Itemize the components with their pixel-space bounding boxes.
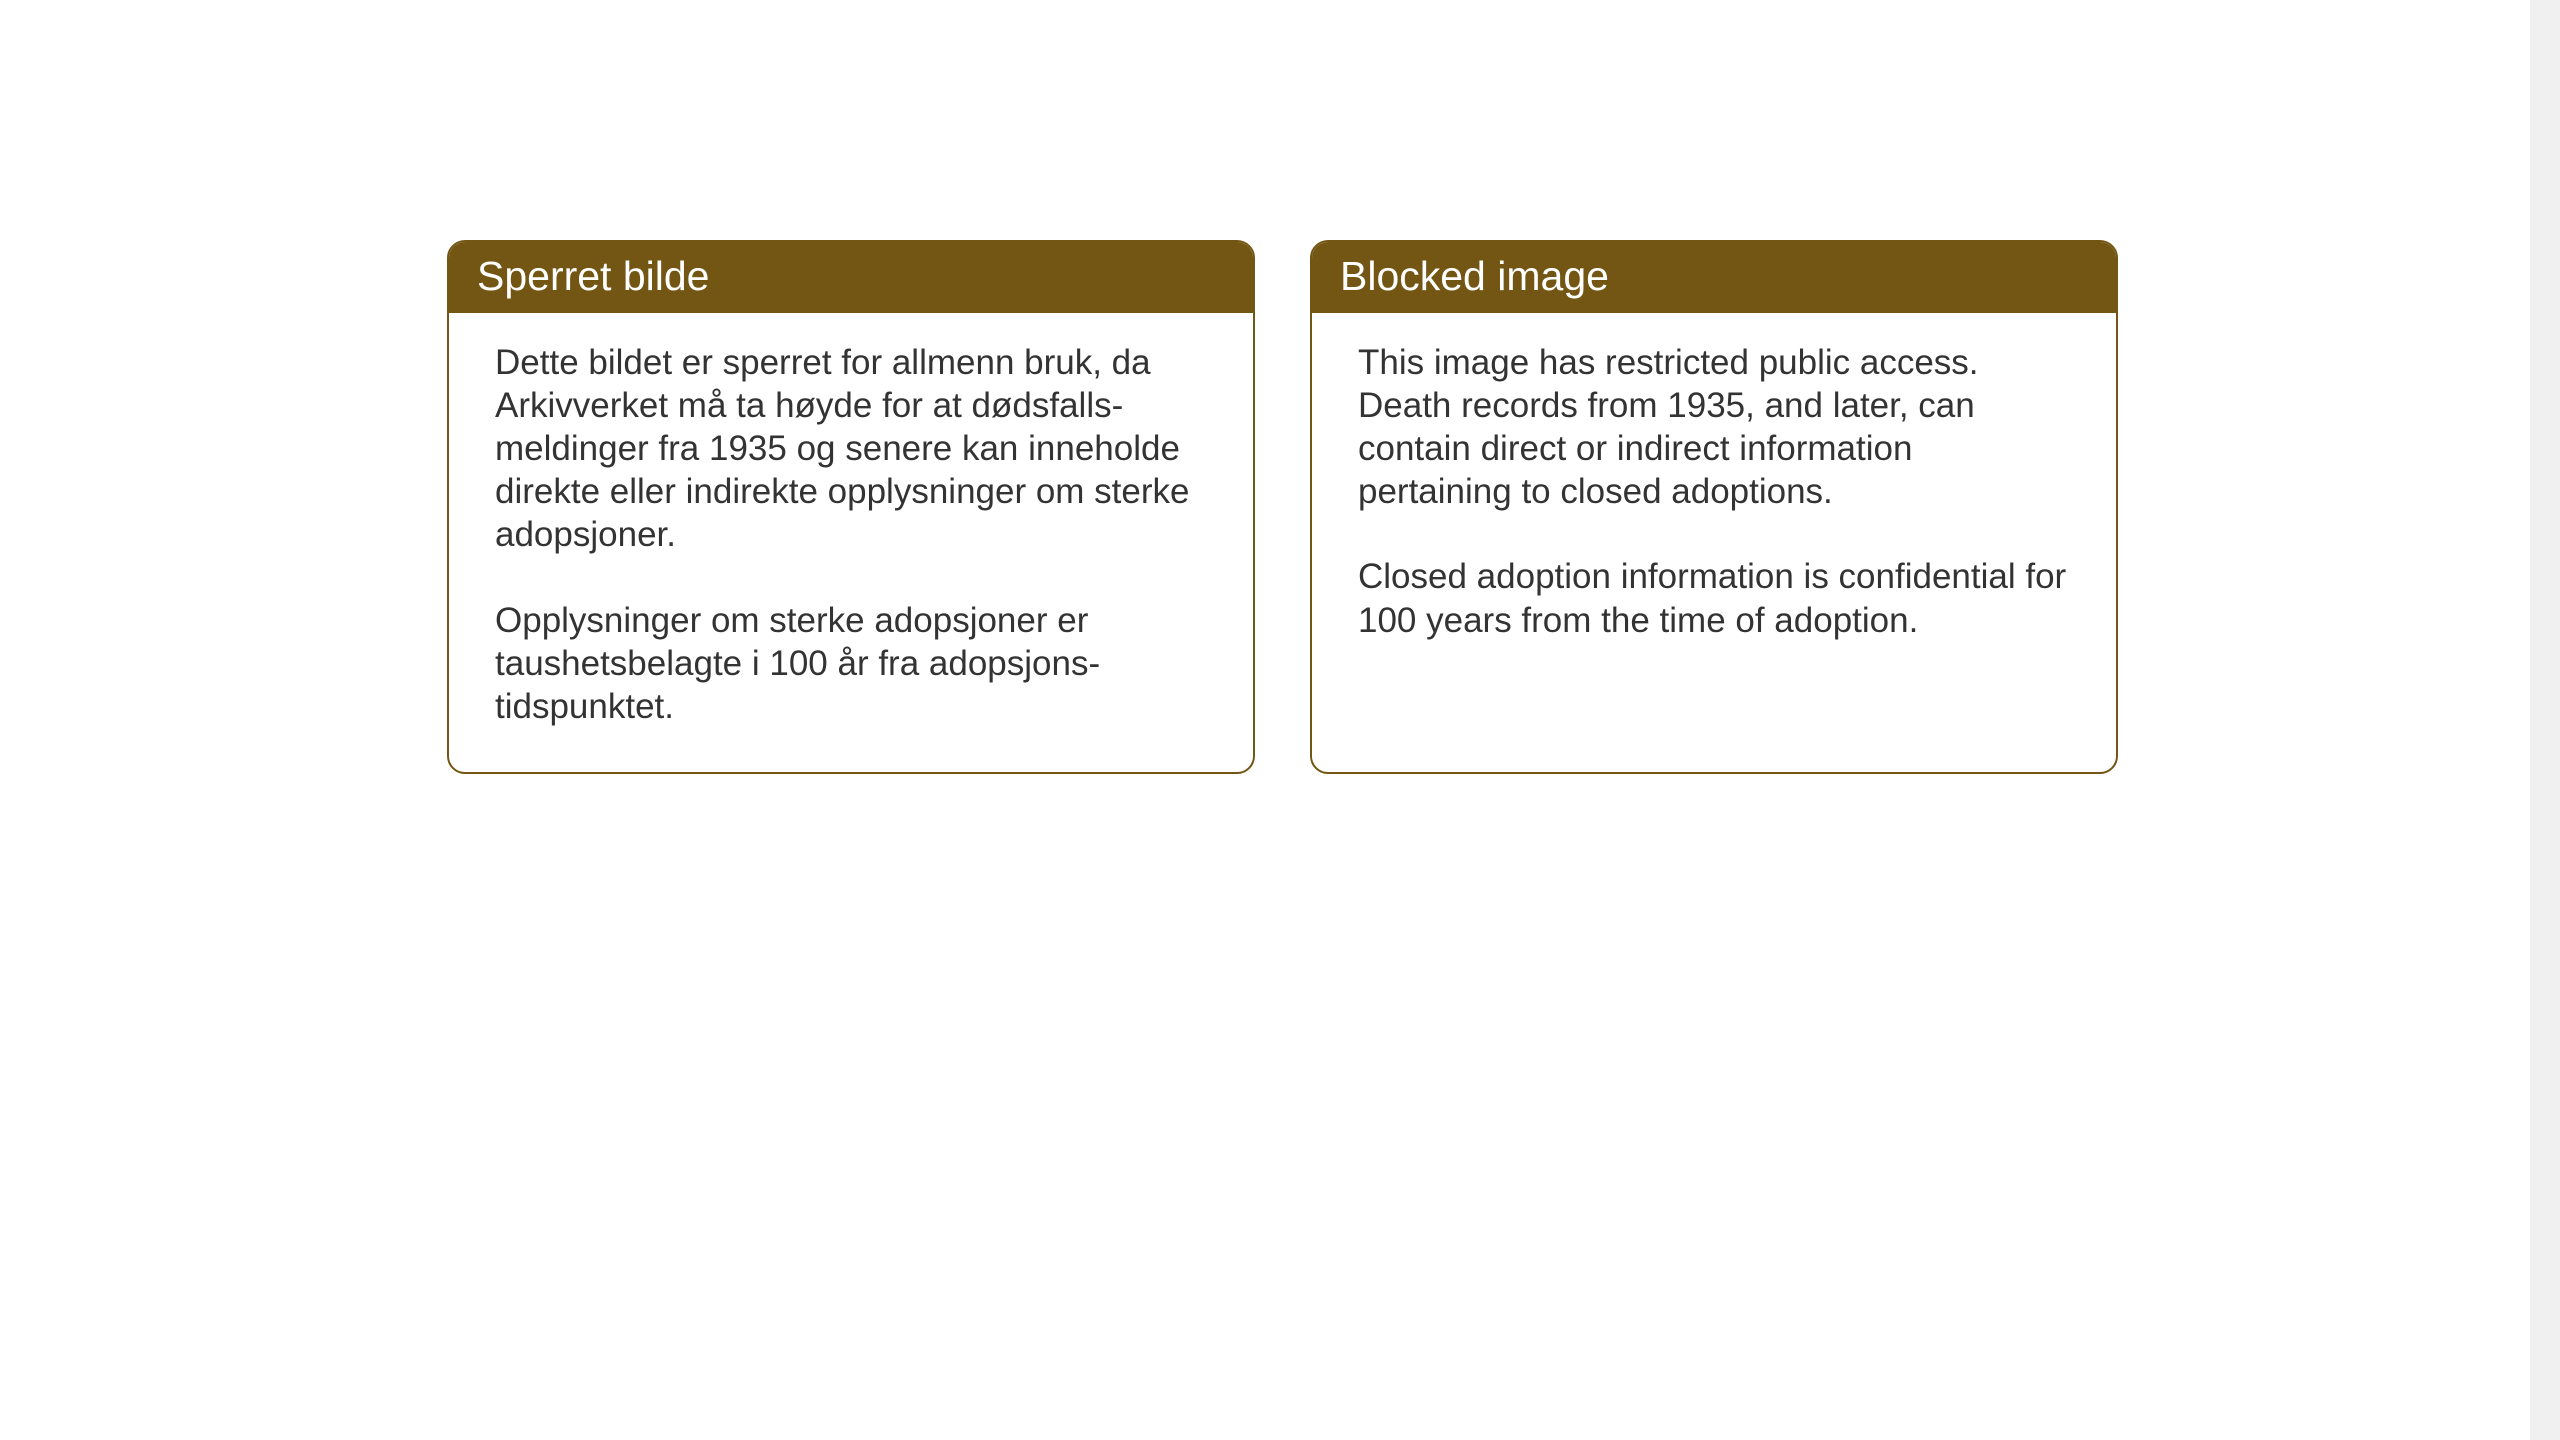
norwegian-notice-title: Sperret bilde (477, 253, 709, 299)
norwegian-notice-body: Dette bildet er sperret for allmenn bruk… (449, 313, 1253, 771)
vertical-scrollbar[interactable] (2530, 0, 2560, 1440)
norwegian-notice-box: Sperret bilde Dette bildet er sperret fo… (447, 240, 1255, 774)
english-notice-paragraph-2: Closed adoption information is confident… (1358, 555, 2070, 641)
english-notice-header: Blocked image (1312, 242, 2116, 313)
norwegian-notice-paragraph-1: Dette bildet er sperret for allmenn bruk… (495, 341, 1207, 556)
norwegian-notice-paragraph-2: Opplysninger om sterke adopsjoner er tau… (495, 599, 1207, 728)
english-notice-title: Blocked image (1340, 253, 1609, 299)
english-notice-body: This image has restricted public access.… (1312, 313, 2116, 685)
english-notice-box: Blocked image This image has restricted … (1310, 240, 2118, 774)
notices-container: Sperret bilde Dette bildet er sperret fo… (0, 0, 2560, 774)
norwegian-notice-header: Sperret bilde (449, 242, 1253, 313)
english-notice-paragraph-1: This image has restricted public access.… (1358, 341, 2070, 513)
